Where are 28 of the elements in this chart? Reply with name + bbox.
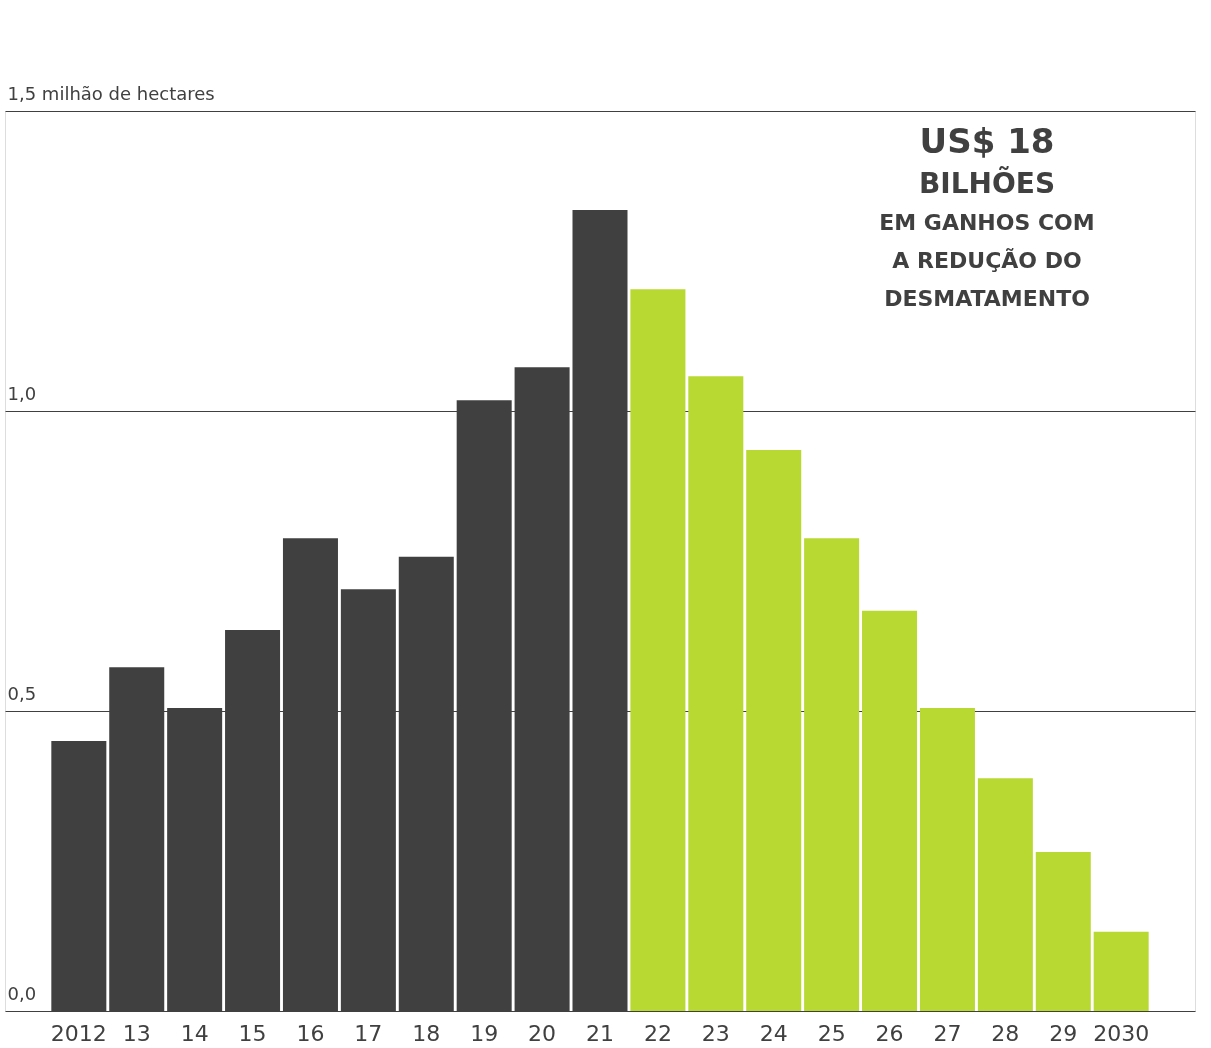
x-tick-label: 15	[238, 1020, 267, 1046]
x-tick-label: 16	[296, 1020, 325, 1046]
annotation: BILHÕES	[918, 166, 1056, 200]
x-tick-label: 28	[991, 1020, 1020, 1046]
x-tick-label: 27	[933, 1020, 962, 1046]
x-tick-label: 13	[122, 1020, 151, 1046]
annotation: EM GANHOS COM	[879, 210, 1095, 235]
x-tick-label: 18	[412, 1020, 441, 1046]
x-tick-label: 21	[586, 1020, 614, 1046]
y-tick-label: 1,5 milhão de hectares	[7, 82, 215, 104]
y-tick-label: 1,0	[7, 382, 37, 404]
x-tick-label: 24	[759, 1020, 788, 1046]
x-tick-label: 29	[1049, 1020, 1078, 1046]
y-tick-label: 0,5	[7, 682, 37, 704]
x-tick-label: 17	[354, 1020, 383, 1046]
x-tick-label: 2012	[50, 1020, 107, 1046]
x-tick-label: 2030	[1093, 1020, 1150, 1046]
x-tick-label: 14	[180, 1020, 209, 1046]
x-tick-label: 26	[875, 1020, 904, 1046]
x-tick-label: 23	[701, 1020, 730, 1046]
x-tick-label: 22	[643, 1020, 672, 1046]
annotation: A REDUÇÃO DO	[892, 248, 1082, 273]
annotation: DESMATAMENTO	[884, 286, 1090, 311]
x-tick-label: 25	[817, 1020, 846, 1046]
x-tick-label: 20	[528, 1020, 557, 1046]
x-tick-label: 19	[470, 1020, 499, 1046]
annotation: US$ 18	[919, 121, 1055, 161]
y-tick-label: 0,0	[7, 982, 37, 1004]
